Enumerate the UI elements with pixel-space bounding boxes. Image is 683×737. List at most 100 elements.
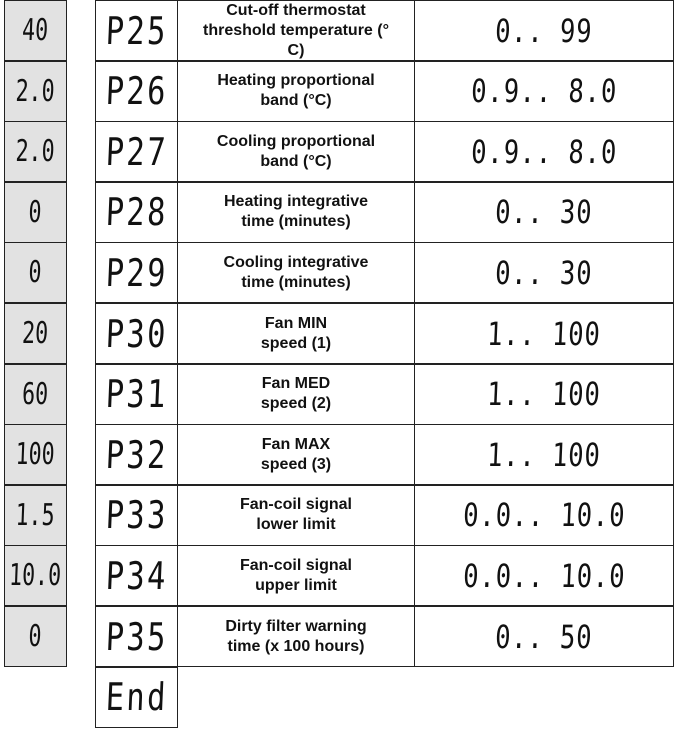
parameter-description-cell: Cooling integrative time (minutes) <box>177 242 415 304</box>
default-value: 2.0 <box>15 73 56 109</box>
default-value: 60 <box>21 376 50 412</box>
default-value-cell: 0 <box>4 242 67 304</box>
parameter-range-cell: 0.9.. 8.0 <box>414 121 674 183</box>
description-line: Fan-coil signal <box>239 496 352 514</box>
description-line: C) <box>287 41 305 59</box>
parameter-description: Fan MAX speed (3) <box>255 435 337 475</box>
parameter-range: 1.. 100 <box>486 435 602 474</box>
default-value-cell: 0 <box>4 606 67 667</box>
description-line: speed (3) <box>260 455 332 473</box>
default-value: 10.0 <box>8 558 63 594</box>
parameter-code-cell: P26 <box>95 60 178 122</box>
description-line: Cooling integrative <box>223 253 369 271</box>
default-value-cell: 10.0 <box>4 545 67 607</box>
default-value-cell: 2.0 <box>4 60 67 122</box>
parameter-code: P29 <box>104 250 169 295</box>
parameter-description: Fan-coil signal lower limit <box>234 495 358 535</box>
default-value: 0 <box>28 194 43 230</box>
default-value: 100 <box>15 437 56 473</box>
parameter-code-cell: P25 <box>95 0 178 61</box>
parameter-description: Heating proportional band (°C) <box>211 71 380 111</box>
parameter-range: 1.. 100 <box>486 375 602 414</box>
default-value-cell: 20 <box>4 303 67 364</box>
parameter-description-cell: Dirty filter warning time (x 100 hours) <box>177 606 415 667</box>
parameter-range-cell: 1.. 100 <box>414 363 674 425</box>
parameter-range-cell: 0.0.. 10.0 <box>414 545 674 607</box>
description-line: lower limit <box>256 516 336 534</box>
parameter-code-cell: P30 <box>95 303 178 364</box>
default-value: 40 <box>21 13 50 48</box>
description-line: Cut-off thermostat <box>226 1 366 19</box>
description-line: threshold temperature (° <box>203 21 389 39</box>
parameter-code: P25 <box>104 8 169 53</box>
parameter-description: Heating integrative time (minutes) <box>218 192 374 232</box>
default-value-cell: 0 <box>4 181 67 243</box>
parameter-range-cell: 1.. 100 <box>414 303 674 364</box>
parameter-description-cell: Cooling proportional band (°C) <box>177 121 415 183</box>
description-line: band (°C) <box>260 92 332 110</box>
parameter-description-cell: Fan-coil signal lower limit <box>177 484 415 546</box>
parameter-range-cell: 1.. 100 <box>414 424 674 486</box>
description-line: Heating proportional <box>217 72 375 90</box>
default-value-cell: 2.0 <box>4 121 67 183</box>
parameter-code: P33 <box>104 493 169 538</box>
parameter-range: 0.. 30 <box>494 253 594 292</box>
parameter-code-cell: P32 <box>95 424 178 486</box>
default-value: 0 <box>28 255 43 291</box>
parameter-code: P27 <box>104 129 169 174</box>
parameter-description-cell: Fan MAX speed (3) <box>177 424 415 486</box>
parameter-description-cell: Fan MED speed (2) <box>177 363 415 425</box>
parameter-description: Fan-coil signal upper limit <box>234 556 358 596</box>
parameter-range: 0.9.. 8.0 <box>470 132 618 171</box>
parameter-description: Cooling proportional band (°C) <box>211 132 381 172</box>
parameter-range-cell: 0.. 30 <box>414 242 674 304</box>
end-cell: End <box>95 666 178 728</box>
end-label: End <box>104 675 169 720</box>
parameter-range: 0.9.. 8.0 <box>470 72 618 111</box>
parameter-range: 0.. 99 <box>494 11 594 50</box>
parameter-code: P28 <box>104 190 169 235</box>
description-line: speed (1) <box>260 334 332 352</box>
description-line: Cooling proportional <box>216 132 376 150</box>
parameter-description-cell: Fan MIN speed (1) <box>177 303 415 364</box>
parameter-code: P26 <box>104 69 169 114</box>
parameter-range-cell: 0.9.. 8.0 <box>414 60 674 122</box>
parameter-description-cell: Fan-coil signal upper limit <box>177 545 415 607</box>
parameter-code-cell: P31 <box>95 363 178 425</box>
parameter-range: 0.0.. 10.0 <box>462 496 626 535</box>
description-line: time (minutes) <box>241 213 351 231</box>
parameter-range-cell: 0.0.. 10.0 <box>414 484 674 546</box>
description-line: upper limit <box>255 576 337 594</box>
parameter-range: 0.0.. 10.0 <box>462 556 626 595</box>
parameter-code: P30 <box>104 311 169 356</box>
default-value: 20 <box>21 316 50 351</box>
default-value: 0 <box>28 619 43 654</box>
parameter-code-cell: P34 <box>95 545 178 607</box>
parameter-code-cell: P35 <box>95 606 178 667</box>
description-line: band (°C) <box>260 152 332 170</box>
parameter-code: P34 <box>104 553 169 598</box>
parameter-code: P31 <box>104 372 169 417</box>
description-line: Fan MIN <box>264 314 328 332</box>
description-line: time (minutes) <box>241 273 351 291</box>
parameter-description-cell: Heating proportional band (°C) <box>177 60 415 122</box>
parameter-description: Cut-off thermostat threshold temperature … <box>197 1 395 61</box>
default-value-cell: 1.5 <box>4 484 67 546</box>
parameter-range: 0.. 30 <box>494 193 594 232</box>
default-value-cell: 40 <box>4 0 67 61</box>
default-value-cell: 100 <box>4 424 67 486</box>
parameter-code-cell: P28 <box>95 181 178 243</box>
description-line: Fan MAX <box>261 435 331 453</box>
parameter-range: 1.. 100 <box>486 314 602 353</box>
parameter-description: Fan MED speed (2) <box>255 374 337 414</box>
parameter-description: Fan MIN speed (1) <box>255 314 337 354</box>
parameter-code-cell: P27 <box>95 121 178 183</box>
default-value: 2.0 <box>15 134 56 170</box>
parameter-description: Dirty filter warning time (x 100 hours) <box>219 617 372 657</box>
parameter-range-cell: 0.. 50 <box>414 606 674 667</box>
parameter-description-cell: Heating integrative time (minutes) <box>177 181 415 243</box>
parameter-code-cell: P29 <box>95 242 178 304</box>
description-line: Fan MED <box>261 375 331 393</box>
parameter-description-cell: Cut-off thermostat threshold temperature … <box>177 0 415 61</box>
description-line: Heating integrative <box>223 193 369 211</box>
